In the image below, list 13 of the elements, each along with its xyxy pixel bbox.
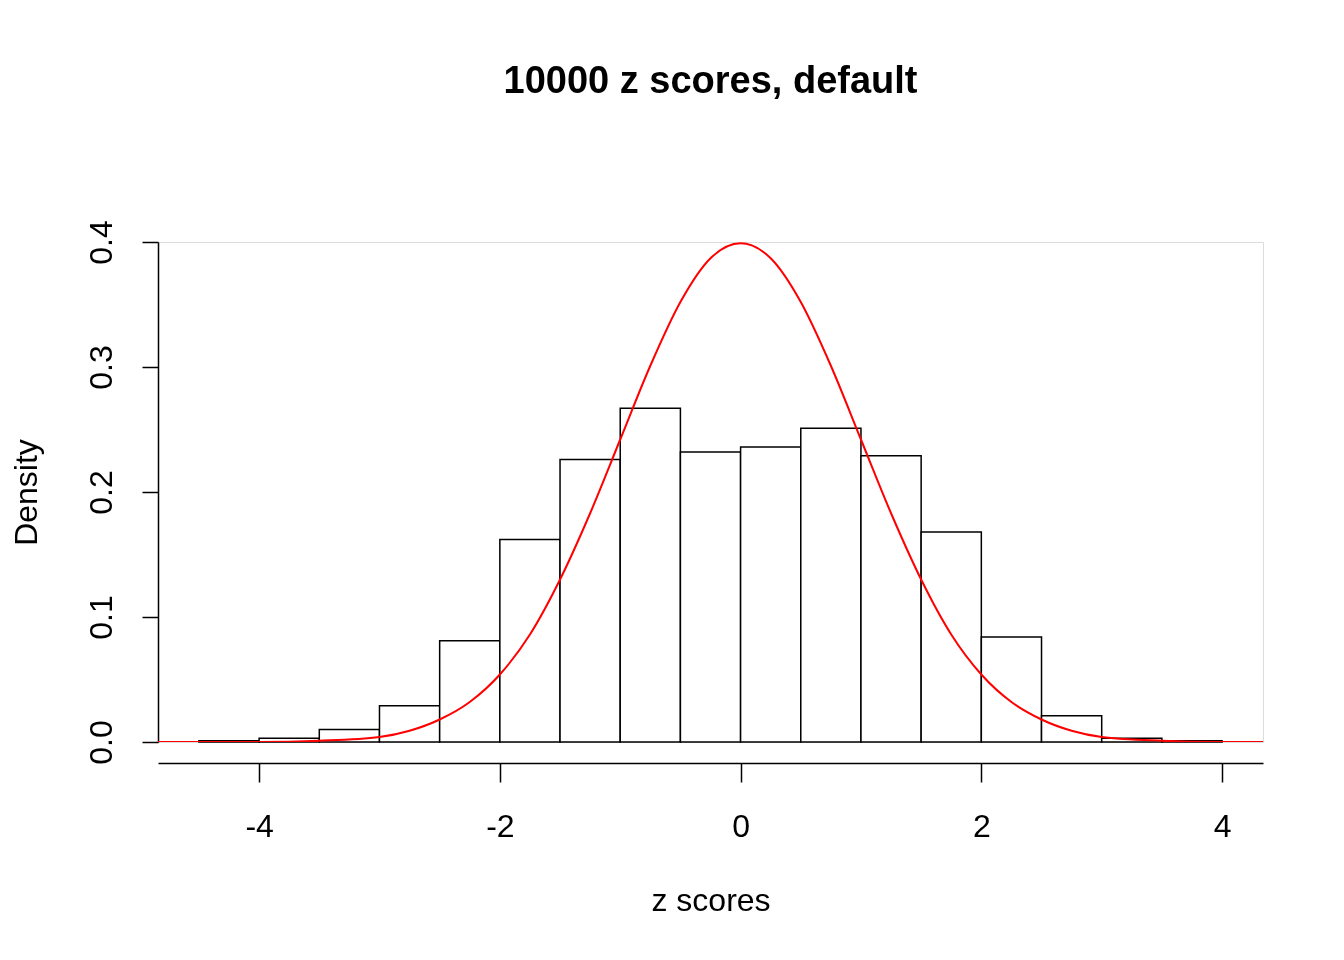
x-tick-label: -2: [486, 807, 515, 844]
y-tick-label: 0.3: [82, 345, 119, 390]
x-tick-label: 4: [1213, 807, 1232, 844]
y-tick-label: 0.0: [82, 720, 119, 765]
x-tick-label: 0: [732, 807, 750, 844]
x-tick-label: 2: [972, 807, 991, 844]
y-tick-label: 0.1: [82, 595, 119, 640]
chart-title: 10000 z scores, default: [503, 58, 918, 101]
x-tick-label: -4: [245, 807, 274, 844]
y-tick-label: 0.2: [82, 470, 119, 515]
x-axis-title: z scores: [651, 881, 771, 918]
y-axis-title: Density: [7, 439, 44, 546]
y-tick-label: 0.4: [82, 220, 119, 265]
